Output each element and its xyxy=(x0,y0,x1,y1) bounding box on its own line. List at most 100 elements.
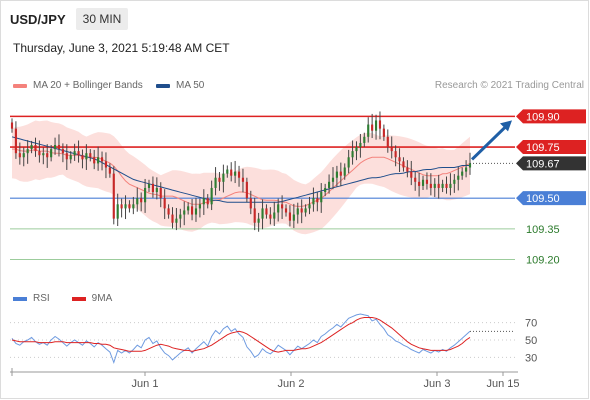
candle-body xyxy=(112,173,115,219)
level-tag xyxy=(516,191,586,206)
candle-body xyxy=(140,198,143,203)
candle-body xyxy=(144,187,147,203)
x-tick-label: Jun 1 xyxy=(132,378,159,390)
candle-body xyxy=(468,163,472,168)
candle-body xyxy=(265,208,268,215)
candle-body xyxy=(308,204,311,209)
chart-header: USD/JPY 30 MIN xyxy=(10,8,129,30)
level-label: 109.50 xyxy=(526,193,560,205)
candle-body xyxy=(155,187,158,193)
candle-body xyxy=(457,175,460,180)
legend-ma20: MA 20 + Bollinger Bands xyxy=(13,80,143,91)
candle-body xyxy=(347,157,350,168)
candle-body xyxy=(324,187,327,193)
candle-body xyxy=(198,204,201,209)
candle-body xyxy=(328,181,331,188)
candle-body xyxy=(461,171,464,176)
candle-body xyxy=(437,183,440,188)
candle-body xyxy=(249,198,252,209)
candle-body xyxy=(171,214,174,223)
candle-body xyxy=(104,161,108,168)
candle-body xyxy=(359,142,362,148)
candle-body xyxy=(378,120,382,129)
candle-body xyxy=(26,149,29,154)
candle-body xyxy=(77,151,80,156)
candle-body xyxy=(382,128,385,137)
candle-body xyxy=(257,218,260,223)
candle-body xyxy=(410,171,413,178)
candle-body xyxy=(93,157,96,164)
candle-body xyxy=(159,187,162,199)
candle-body xyxy=(183,210,186,215)
candle-body xyxy=(124,204,127,209)
candle-body xyxy=(214,177,217,188)
candle-body xyxy=(120,204,123,209)
candle-body xyxy=(34,145,37,152)
candle-body xyxy=(374,120,378,131)
candle-body xyxy=(398,157,401,162)
candle-body xyxy=(69,155,72,160)
candle-body xyxy=(335,171,338,178)
candle-body xyxy=(449,183,452,188)
candle-body xyxy=(394,151,397,158)
legend-swatch xyxy=(71,296,86,301)
candle-body xyxy=(10,122,14,129)
candle-body xyxy=(210,187,213,205)
ma50-line xyxy=(11,136,470,203)
candle-body xyxy=(425,179,429,184)
candle-body xyxy=(151,183,154,193)
level-label: 109.75 xyxy=(526,142,560,154)
legend-ma50: MA 50 xyxy=(156,80,204,91)
candle-body xyxy=(89,153,92,158)
forecast-arrow-head xyxy=(500,120,512,132)
candle-body xyxy=(331,177,335,182)
candle-body xyxy=(167,208,170,215)
candle-body xyxy=(421,179,425,186)
candle-body xyxy=(390,147,393,152)
rsi-legend: RSI 9MA xyxy=(13,293,112,304)
rsi-tick-label: 30 xyxy=(525,352,537,364)
candle-body xyxy=(418,181,421,186)
level-label: 109.67 xyxy=(526,158,560,170)
candle-body xyxy=(234,171,237,176)
candle-body xyxy=(81,155,84,160)
candle-body xyxy=(351,151,354,158)
candle-body xyxy=(100,157,104,162)
candle-body xyxy=(116,204,119,219)
candle-body xyxy=(226,169,229,174)
ma9-legend-label: 9MA xyxy=(91,293,113,304)
candle-body xyxy=(253,208,256,223)
candle-body xyxy=(175,218,178,223)
candle-body xyxy=(429,183,432,188)
candle-body xyxy=(261,208,264,219)
candle-body xyxy=(57,145,61,150)
candle-body xyxy=(206,198,209,205)
candle-body xyxy=(277,204,280,213)
candle-body xyxy=(296,208,299,215)
x-tick-label: Jun 3 xyxy=(424,378,451,390)
legend-swatch xyxy=(13,83,27,88)
candle-body xyxy=(50,149,53,158)
copyright-text: Research © 2021 Trading Central xyxy=(434,80,584,91)
candle-body xyxy=(61,149,64,154)
candle-body xyxy=(355,147,358,152)
legend-swatch xyxy=(156,83,170,88)
candle-body xyxy=(453,179,456,184)
candle-body xyxy=(179,214,182,219)
candle-body xyxy=(339,171,342,176)
level-tag xyxy=(516,140,586,155)
candle-body xyxy=(108,167,111,174)
rsi-line xyxy=(11,313,471,365)
candle-body xyxy=(269,214,272,219)
candle-body xyxy=(163,198,166,209)
candle-body xyxy=(42,153,45,156)
candle-body xyxy=(18,153,21,158)
candle-body xyxy=(132,204,135,209)
candle-body xyxy=(281,204,284,209)
candle-body xyxy=(136,198,139,205)
interval-badge[interactable]: 30 MIN xyxy=(75,8,129,30)
candle-body xyxy=(218,177,221,182)
candle-body xyxy=(85,153,88,160)
candle-body xyxy=(292,214,295,221)
